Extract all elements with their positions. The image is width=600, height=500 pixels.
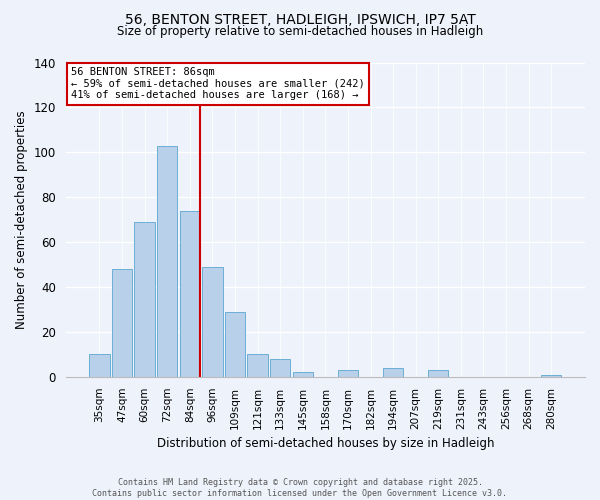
Bar (293, 372, 313, 377)
Bar (541, 374, 562, 377)
Bar (112, 269, 132, 377)
Bar (202, 267, 223, 377)
X-axis label: Distribution of semi-detached houses by size in Hadleigh: Distribution of semi-detached houses by … (157, 437, 494, 450)
Y-axis label: Number of semi-detached properties: Number of semi-detached properties (15, 110, 28, 329)
Text: Size of property relative to semi-detached houses in Hadleigh: Size of property relative to semi-detach… (117, 25, 483, 38)
Text: Contains HM Land Registry data © Crown copyright and database right 2025.
Contai: Contains HM Land Registry data © Crown c… (92, 478, 508, 498)
Bar (134, 222, 155, 377)
Bar (89, 354, 110, 377)
Bar (247, 354, 268, 377)
Bar (179, 210, 200, 377)
Bar (428, 370, 448, 377)
Text: 56, BENTON STREET, HADLEIGH, IPSWICH, IP7 5AT: 56, BENTON STREET, HADLEIGH, IPSWICH, IP… (125, 12, 475, 26)
Bar (338, 370, 358, 377)
Bar (225, 312, 245, 377)
Bar (157, 146, 178, 377)
Bar (270, 359, 290, 377)
Bar (383, 368, 403, 377)
Text: 56 BENTON STREET: 86sqm
← 59% of semi-detached houses are smaller (242)
41% of s: 56 BENTON STREET: 86sqm ← 59% of semi-de… (71, 67, 365, 100)
